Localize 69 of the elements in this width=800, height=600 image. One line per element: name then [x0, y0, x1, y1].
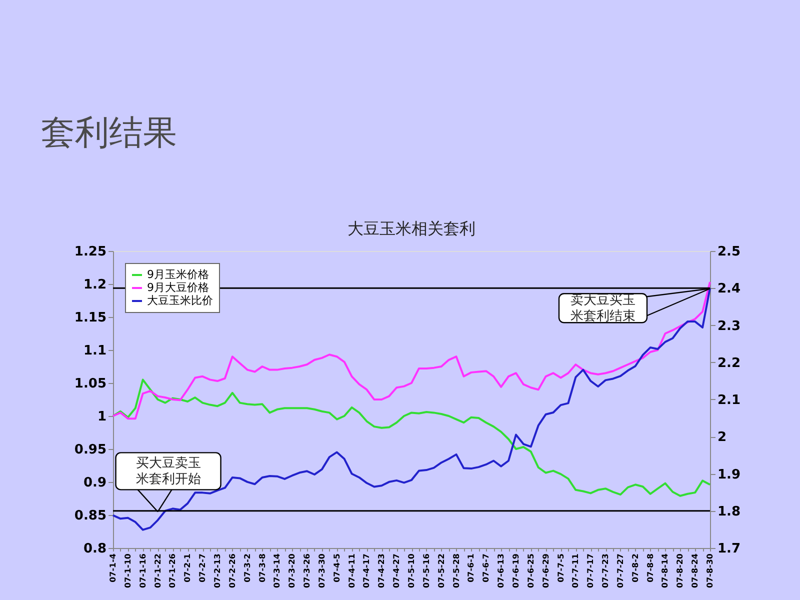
x-tick-label: 07-4-5 [332, 553, 342, 582]
x-tick-label: 07-8-24 [690, 553, 700, 588]
x-tick-label: 07-1-4 [108, 553, 118, 582]
annotation: 卖大豆买玉米套利结束 [570, 293, 636, 324]
y-tick-label: 1.05 [74, 376, 106, 392]
y-tick-label: 1.15 [74, 310, 106, 326]
x-tick-label: 07-3-20 [288, 553, 297, 588]
x-tick-label: 07-6-13 [496, 554, 506, 588]
x-tick-label: 07-7-23 [601, 554, 610, 588]
y-tick-label: 1.25 [74, 244, 106, 260]
x-tick-label: 07-8-20 [676, 553, 685, 588]
y-tick-label: 0.8 [83, 542, 106, 556]
x-tick-label: 07-6-19 [511, 553, 520, 588]
y2-tick-label: 2.5 [718, 244, 741, 260]
x-tick-label: 07-8-30 [706, 553, 714, 588]
y-tick-label: 0.9 [83, 476, 106, 490]
x-tick-label: 07-5-10 [407, 553, 416, 588]
x-tick-label: 07-4-27 [392, 554, 402, 588]
x-tick-label: 07-6-1 [466, 553, 476, 582]
x-tick-label: 07-5-16 [422, 553, 431, 588]
x-tick-label: 07-2-26 [228, 553, 237, 588]
annotation: 买大豆卖玉米套利开始 [136, 456, 201, 488]
x-tick-label: 07-7-11 [571, 553, 580, 588]
y2-tick-label: 1.9 [718, 467, 741, 482]
y-tick-label: 0.85 [74, 508, 106, 524]
chart-title: 套利结果 [40, 113, 177, 153]
y-tick-label: 0.95 [74, 442, 106, 458]
y2-tick-label: 2.3 [718, 318, 741, 334]
y2-tick-label: 2 [718, 430, 727, 446]
x-tick-label: 07-3-8 [258, 553, 267, 582]
x-tick-label: 07-1-10 [123, 553, 132, 588]
x-tick-label: 07-6-7 [482, 554, 491, 582]
x-tick-label: 07-3-2 [242, 554, 252, 582]
x-tick-label: 07-8-2 [630, 554, 640, 582]
legend-label: 9月大豆价格 [147, 281, 209, 294]
x-tick-label: 07-8-14 [660, 553, 670, 588]
x-tick-label: 07-4-23 [377, 554, 386, 588]
chart-subtitle: 大豆玉米相关套利 [348, 219, 476, 238]
y-tick-label: 1 [97, 410, 106, 424]
x-tick-label: 07-6-25 [526, 553, 536, 588]
x-tick-label: 07-6-29 [541, 553, 550, 588]
x-tick-label: 07-2-13 [212, 554, 222, 588]
line-series [112, 378, 711, 497]
y2-tick-label: 1.8 [718, 504, 741, 520]
x-tick-label: 07-2-7 [198, 554, 208, 582]
line-series [112, 281, 711, 420]
x-tick-label: 07-5-28 [452, 553, 461, 588]
y2-tick-label: 2.1 [718, 393, 741, 408]
y2-tick-label: 2.4 [718, 282, 741, 297]
x-tick-label: 07-7-27 [616, 554, 625, 588]
legend-label: 9月玉米价格 [147, 268, 209, 281]
legend-label: 大豆玉米比价 [147, 294, 213, 307]
x-tick-label: 07-7-17 [586, 554, 596, 588]
x-tick-label: 07-3-26 [302, 553, 312, 588]
x-tick-label: 07-8-8 [646, 553, 655, 582]
y2-tick-label: 2.2 [718, 356, 741, 371]
x-tick-label: 07-7-5 [556, 553, 566, 582]
x-tick-label: 07-1-22 [153, 554, 162, 588]
x-tick-label: 07-2-1 [183, 553, 192, 582]
y-tick-label: 1.1 [83, 344, 106, 358]
y2-tick-label: 1.7 [718, 542, 741, 556]
y-tick-label: 1.2 [83, 278, 106, 292]
x-tick-label: 07-1-26 [168, 553, 178, 588]
x-tick-label: 07-4-17 [362, 554, 372, 588]
x-tick-label: 07-3-14 [272, 553, 282, 588]
x-tick-label: 07-4-11 [347, 553, 356, 588]
x-tick-label: 07-3-30 [317, 553, 326, 588]
x-tick-label: 07-1-16 [138, 553, 148, 588]
x-tick-label: 07-5-22 [436, 554, 446, 588]
